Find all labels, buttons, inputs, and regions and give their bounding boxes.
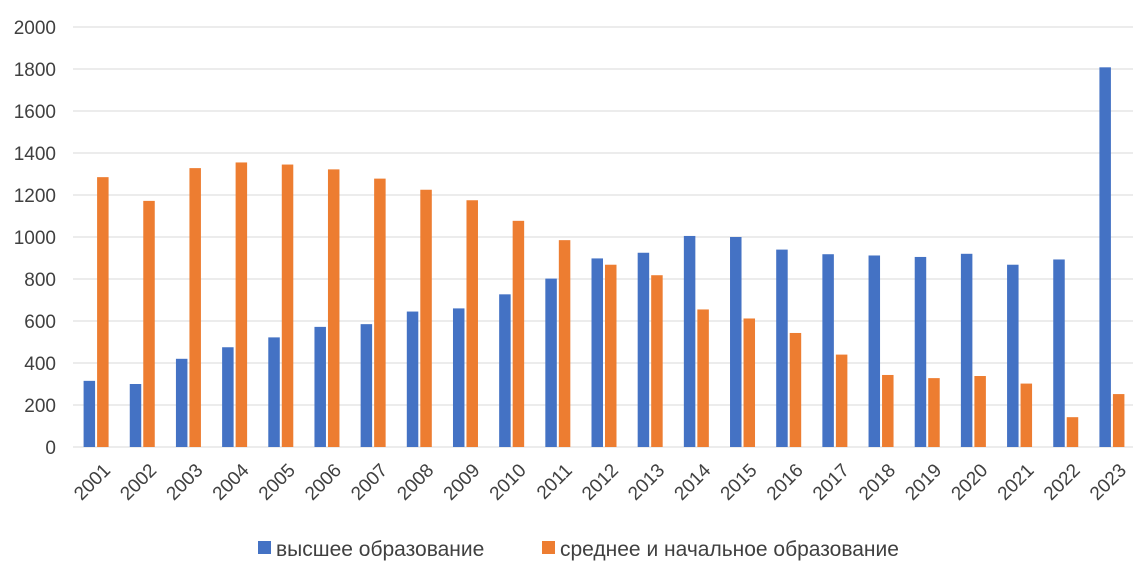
bar-higher-education-2007	[360, 324, 373, 447]
bar-higher-education-2022	[1053, 259, 1065, 447]
y-tick-label: 1800	[14, 60, 56, 81]
bar-secondary-education-2001	[97, 177, 109, 447]
bar-higher-education-2013	[637, 252, 650, 447]
x-tick-label: 2003	[163, 460, 208, 505]
y-tick-label: 1200	[14, 186, 56, 207]
legend-swatch-secondary-education	[542, 541, 555, 554]
x-tick-label: 2004	[209, 460, 254, 505]
bar-higher-education-2003	[175, 358, 188, 447]
bar-higher-education-2019	[914, 256, 927, 447]
bar-secondary-education-2010	[512, 220, 525, 447]
bar-secondary-education-2017	[835, 354, 848, 447]
bar-higher-education-2020	[960, 253, 973, 447]
bar-higher-education-2016	[776, 249, 788, 447]
bar-higher-education-2005	[268, 337, 280, 447]
y-axis-tick-labels: 0 200 400 600 800 1000 1200 1400 1600 1800 2000	[14, 18, 56, 459]
bar-secondary-education-2014	[697, 309, 709, 447]
x-tick-label: 2015	[717, 460, 762, 505]
x-tick-label: 2016	[763, 460, 808, 505]
bar-secondary-education-2022	[1066, 417, 1079, 447]
x-tick-label: 2006	[301, 460, 346, 505]
x-tick-label: 2021	[994, 460, 1039, 505]
y-tick-label: 400	[24, 354, 56, 375]
legend-swatch-higher-education	[258, 541, 271, 554]
x-tick-label: 2019	[901, 460, 946, 505]
x-tick-label: 2001	[70, 460, 115, 505]
bar-higher-education-2014	[683, 235, 696, 447]
x-tick-label: 2013	[624, 460, 669, 505]
bar-secondary-education-2015	[743, 318, 756, 447]
bar-secondary-education-2013	[651, 275, 663, 447]
x-tick-label: 2011	[533, 460, 577, 504]
bar-secondary-education-2019	[928, 378, 940, 447]
bar-secondary-education-2012	[605, 264, 617, 447]
bar-secondary-education-2009	[466, 200, 478, 447]
bar-higher-education-2004	[222, 347, 234, 447]
x-tick-label: 2022	[1040, 460, 1085, 505]
bar-higher-education-2015	[730, 237, 742, 447]
bar-higher-education-2018	[868, 255, 881, 447]
bar-higher-education-2010	[499, 294, 511, 447]
bar-higher-education-2006	[314, 326, 326, 447]
bar-secondary-education-2005	[281, 164, 294, 448]
x-tick-label: 2018	[855, 460, 900, 505]
x-tick-label: 2017	[809, 460, 854, 505]
bar-secondary-education-2023	[1112, 394, 1125, 447]
legend-label-secondary-education: среднее и начальное образование	[560, 538, 899, 561]
bar-secondary-education-2021	[1020, 383, 1033, 447]
bar-secondary-education-2016	[789, 332, 802, 447]
bar-higher-education-2023	[1099, 67, 1111, 447]
bar-secondary-education-2011	[558, 240, 571, 447]
legend: высшее образование среднее и начальное об…	[258, 538, 899, 561]
bar-higher-education-2002	[129, 384, 142, 447]
x-tick-label: 2009	[440, 460, 485, 505]
y-tick-label: 800	[24, 270, 56, 291]
bar-secondary-education-2018	[882, 374, 894, 447]
y-tick-label: 600	[24, 312, 56, 333]
bar-higher-education-2017	[822, 254, 834, 447]
bar-secondary-education-2007	[374, 178, 386, 447]
legend-label-higher-education: высшее образование	[276, 538, 484, 561]
bar-higher-education-2009	[452, 308, 465, 447]
x-tick-label: 2014	[671, 460, 716, 505]
y-tick-label: 1000	[14, 228, 56, 249]
bar-secondary-education-2002	[143, 200, 155, 447]
x-tick-label: 2012	[578, 460, 623, 505]
bars	[83, 67, 1125, 448]
bar-higher-education-2012	[591, 258, 603, 447]
x-tick-label: 2007	[347, 460, 392, 505]
x-tick-label: 2005	[255, 460, 300, 505]
bar-higher-education-2001	[83, 380, 96, 447]
x-tick-label: 2002	[116, 460, 161, 505]
y-tick-label: 1600	[14, 102, 56, 123]
bar-higher-education-2008	[406, 311, 419, 447]
bar-secondary-education-2008	[420, 189, 432, 447]
bar-higher-education-2021	[1007, 264, 1019, 447]
y-tick-label: 0	[45, 438, 56, 459]
y-tick-label: 1400	[14, 144, 56, 165]
y-tick-label: 2000	[14, 18, 56, 39]
bar-secondary-education-2006	[327, 169, 340, 447]
x-tick-label: 2023	[1086, 460, 1131, 505]
x-axis-tick-labels: 2001 2002 2003 2004 2005 2006 2007 2008 2009 2010…	[70, 460, 1131, 505]
y-tick-label: 200	[24, 396, 56, 417]
bar-higher-education-2011	[545, 278, 557, 447]
x-tick-label: 2008	[393, 460, 438, 505]
x-tick-label: 2010	[486, 460, 531, 505]
bar-secondary-education-2004	[235, 162, 248, 447]
x-tick-label: 2020	[948, 460, 993, 505]
bar-secondary-education-2003	[189, 168, 201, 447]
bar-secondary-education-2020	[974, 376, 986, 447]
